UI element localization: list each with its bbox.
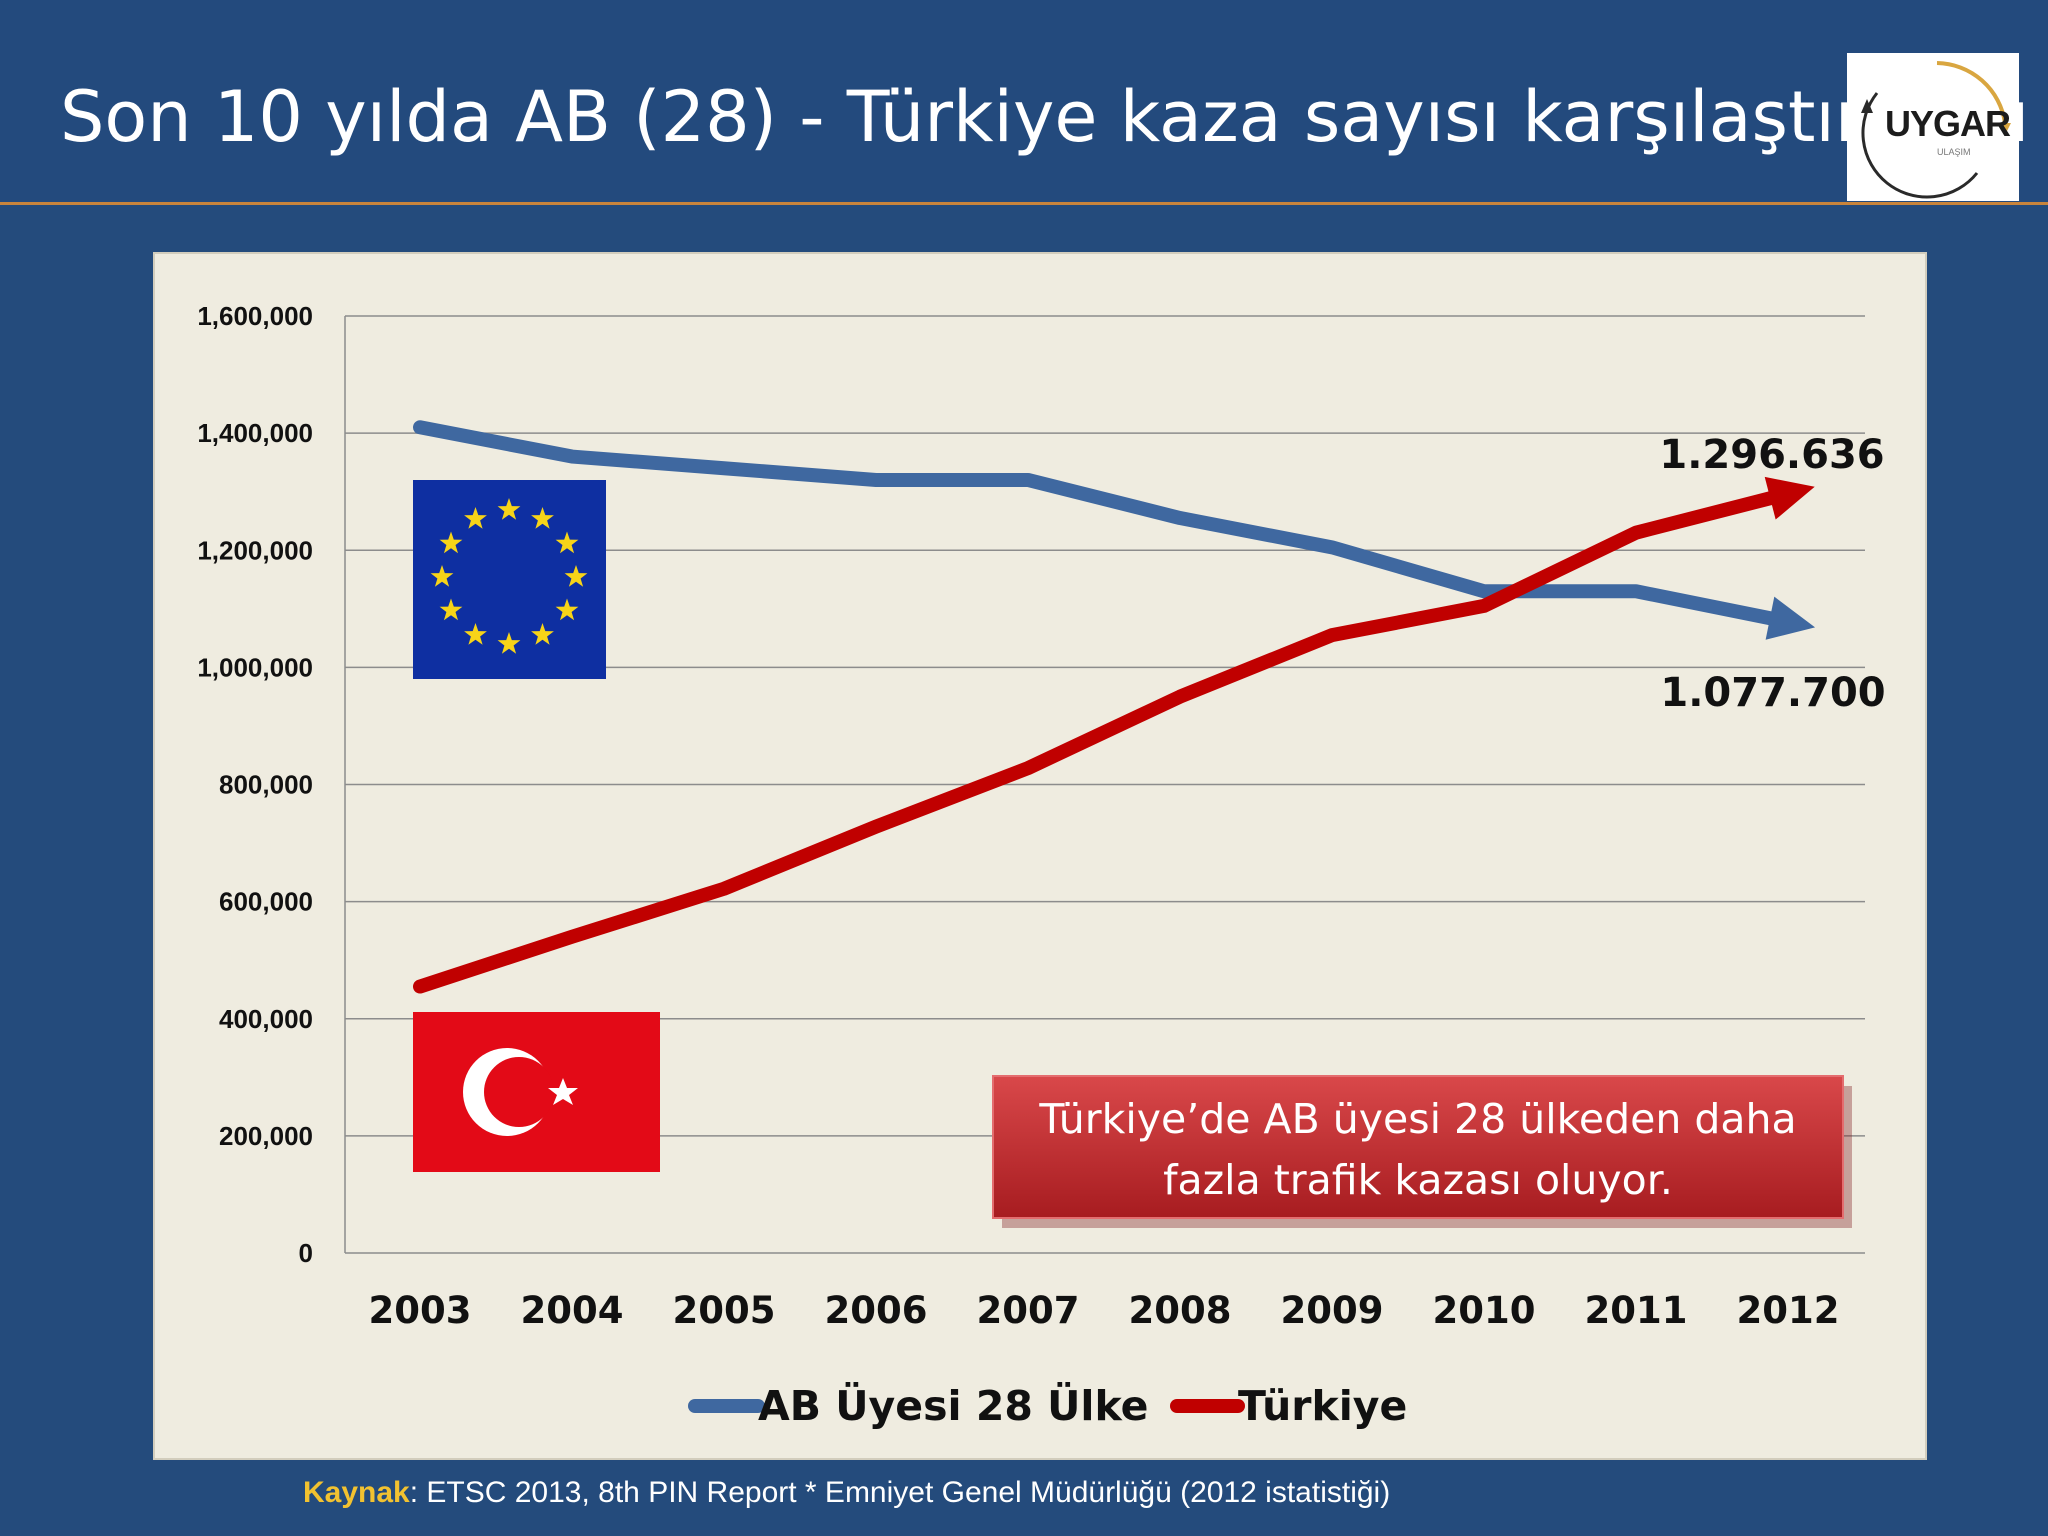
x-tick-label: 2005 — [673, 1289, 776, 1332]
eu-star — [555, 531, 579, 554]
x-tick-label: 2004 — [521, 1289, 624, 1332]
source-label: Kaynak — [303, 1476, 410, 1509]
x-tick-label: 2009 — [1281, 1289, 1384, 1332]
y-tick-label: 1,400,000 — [197, 418, 313, 448]
y-tick-label: 1,000,000 — [197, 652, 313, 682]
eu-star — [531, 623, 554, 645]
legend-label: AB Üyesi 28 Ülke — [758, 1382, 1148, 1430]
header-divider — [0, 202, 2048, 205]
uygar-logo: ULAŞIM UYGAR — [1847, 53, 2019, 201]
y-tick-label: 400,000 — [219, 1004, 313, 1034]
y-tick-label: 1,200,000 — [197, 535, 313, 565]
tr-series-line — [413, 488, 1788, 994]
chart-panel: 0 200,000 400,000 600,000 800,000 1,000,000 1,… — [153, 252, 1927, 1460]
x-tick-label: 2010 — [1433, 1289, 1536, 1332]
eu-flag-icon — [413, 480, 606, 679]
source-text: : ETSC 2013, 8th PIN Report * Emniyet Ge… — [409, 1476, 1391, 1509]
eu-star — [564, 565, 588, 587]
callout-line-1: Türkiye’de AB üyesi 28 ülkeden daha — [1038, 1095, 1796, 1143]
tr-end-value-label: 1.296.636 — [1659, 432, 1884, 478]
legend-label: Türkiye — [1238, 1382, 1407, 1430]
slide-title: Son 10 yılda AB (28) - Türkiye kaza sayı… — [60, 76, 2030, 158]
slide-header: Son 10 yılda AB (28) - Türkiye kaza sayı… — [0, 0, 2048, 203]
y-axis-ticks: 0 200,000 400,000 600,000 800,000 1,000,000 1,… — [197, 301, 313, 1268]
y-tick-label: 800,000 — [219, 770, 313, 800]
callout-box: Türkiye’de AB üyesi 28 ülkeden daha fazl… — [992, 1075, 1852, 1228]
chart-legend: AB Üyesi 28 Ülke Türkiye — [688, 1382, 1407, 1430]
x-tick-label: 2011 — [1585, 1289, 1688, 1332]
eu-star — [430, 565, 454, 587]
x-tick-label: 2012 — [1737, 1289, 1840, 1332]
y-tick-label: 200,000 — [219, 1121, 313, 1151]
y-tick-label: 0 — [299, 1238, 313, 1268]
eu-star — [497, 632, 521, 654]
logo-arc-icon: ULAŞIM — [1861, 61, 2011, 199]
y-tick-label: 600,000 — [219, 887, 313, 917]
eu-star — [497, 498, 521, 520]
turkey-flag-icon — [413, 1012, 660, 1172]
source-note: Kaynak: ETSC 2013, 8th PIN Report * Emni… — [303, 1476, 1390, 1510]
tr-series-arrowhead — [1764, 476, 1815, 520]
eu-star — [464, 623, 487, 645]
eu-star — [555, 598, 579, 621]
y-tick-label: 1,600,000 — [197, 301, 313, 331]
svg-text:ULAŞIM: ULAŞIM — [1937, 147, 1971, 157]
eu-star — [531, 507, 554, 529]
x-tick-label: 2007 — [977, 1289, 1080, 1332]
x-tick-label: 2006 — [825, 1289, 928, 1332]
logo-text: UYGAR — [1885, 103, 2011, 144]
eu-star — [439, 531, 463, 554]
eu-series-line — [413, 420, 1788, 628]
x-axis-ticks: 2003 2004 2005 2006 2007 2008 2009 2010 2011 2012 — [369, 1289, 1840, 1332]
eu-star — [464, 507, 487, 529]
callout-line-2: fazla trafik kazası oluyor. — [1163, 1156, 1673, 1204]
eu-star — [439, 598, 463, 621]
x-tick-label: 2003 — [369, 1289, 472, 1332]
eu-end-value-label: 1.077.700 — [1660, 670, 1885, 716]
series-lines — [413, 420, 1816, 994]
x-tick-label: 2008 — [1129, 1289, 1232, 1332]
eu-series-arrowhead — [1765, 596, 1816, 640]
line-chart: 0 200,000 400,000 600,000 800,000 1,000,000 1,… — [197, 301, 1885, 1430]
